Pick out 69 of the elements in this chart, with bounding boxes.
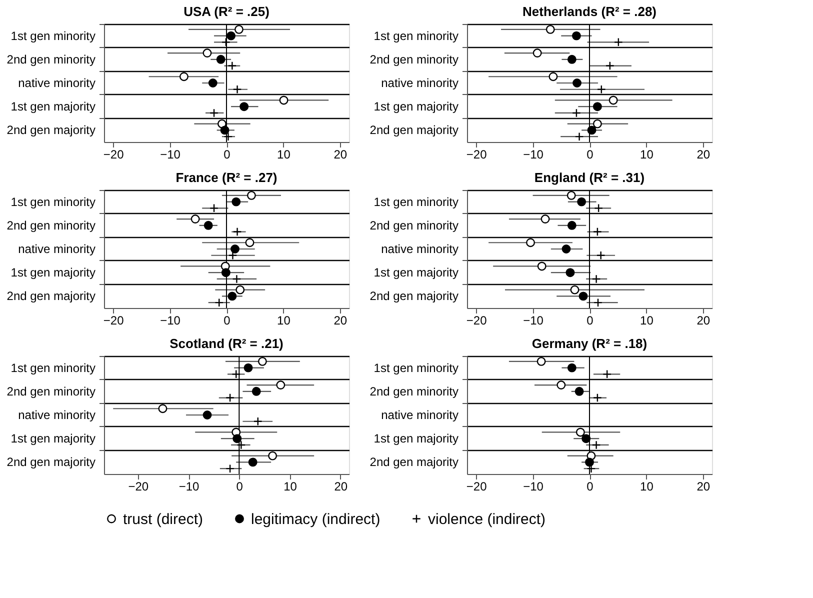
x-tick-label: −20 — [103, 314, 124, 328]
y-tick-label: 1st gen majority — [10, 100, 96, 114]
y-tick-label: 1st gen minority — [374, 194, 458, 209]
y-tick-label: 1st gen minority — [10, 28, 96, 43]
x-tick-label: −10 — [178, 480, 200, 494]
x-tick-label: −10 — [160, 314, 181, 328]
x-tick-label: 20 — [696, 314, 710, 328]
chart-title: England (R² = .31) — [534, 170, 645, 186]
chart-title: Germany (R² = .18) — [532, 336, 648, 352]
y-tick-label: 1st gen majority — [374, 432, 458, 446]
x-tick-label: 10 — [640, 480, 654, 494]
y-tick-label: 2nd gen majority — [6, 289, 96, 304]
y-tick-label: 2nd gen majority — [370, 455, 458, 470]
y-tick-label: 2nd gen minority — [6, 218, 96, 232]
x-tick-label: −20 — [466, 314, 488, 328]
y-tick-label: 2nd gen minority — [6, 52, 96, 66]
y-tick-label: 1st gen minority — [374, 360, 458, 375]
x-tick-label: −10 — [523, 314, 544, 328]
legend-label: trust (direct) — [123, 510, 204, 528]
x-tick-label: 0 — [586, 148, 594, 162]
x-tick-label: −20 — [466, 148, 488, 162]
y-tick-label: 1st gen majority — [374, 266, 458, 280]
chart-title: Netherlands (R² = .28) — [522, 4, 657, 20]
y-tick-label: native minority — [18, 76, 96, 90]
y-tick-label: 2nd gen minority — [370, 218, 458, 232]
x-tick-label: 10 — [277, 314, 291, 328]
x-tick-label: −20 — [103, 148, 124, 162]
chart-title: France (R² = .27) — [176, 170, 278, 186]
y-tick-label: native minority — [381, 76, 458, 90]
y-tick-label: 1st gen minority — [10, 194, 96, 209]
x-tick-label: 20 — [334, 148, 348, 162]
y-tick-label: 2nd gen majority — [370, 123, 458, 138]
y-tick-label: native minority — [381, 408, 458, 422]
x-tick-label: 0 — [224, 148, 231, 162]
x-tick-label: 10 — [284, 480, 298, 494]
x-tick-label: −10 — [523, 148, 544, 162]
y-tick-label: 2nd gen majority — [6, 123, 96, 138]
x-tick-label: 20 — [334, 480, 348, 494]
y-tick-label: 2nd gen minority — [6, 384, 96, 398]
x-tick-label: 0 — [224, 314, 231, 328]
y-tick-label: 1st gen majority — [10, 266, 96, 280]
y-tick-label: 1st gen majority — [10, 432, 96, 446]
x-tick-label: −10 — [523, 480, 544, 494]
y-tick-label: 1st gen minority — [10, 360, 96, 375]
x-tick-label: 0 — [586, 480, 594, 494]
y-tick-label: 1st gen minority — [374, 28, 458, 43]
x-tick-label: 0 — [236, 480, 244, 494]
y-tick-label: 2nd gen majority — [370, 289, 458, 304]
x-tick-label: 10 — [640, 148, 654, 162]
x-tick-label: −10 — [160, 148, 181, 162]
chart-title: Scotland (R² = .21) — [170, 336, 284, 352]
y-tick-label: native minority — [381, 242, 458, 256]
y-tick-label: native minority — [18, 408, 96, 422]
x-tick-label: 20 — [334, 314, 348, 328]
x-tick-label: −20 — [128, 480, 149, 494]
y-tick-label: 2nd gen minority — [370, 384, 458, 398]
chart-title: USA (R² = .25) — [184, 4, 270, 20]
y-tick-label: native minority — [18, 242, 96, 256]
x-tick-label: −20 — [466, 480, 488, 494]
x-tick-label: 10 — [640, 314, 654, 328]
y-tick-label: 1st gen majority — [374, 100, 458, 114]
y-tick-label: 2nd gen majority — [6, 455, 96, 470]
x-tick-label: 20 — [696, 480, 710, 494]
legend-label: violence (indirect) — [428, 510, 546, 528]
x-tick-label: 0 — [586, 314, 594, 328]
x-tick-label: 20 — [696, 148, 710, 162]
x-tick-label: 10 — [277, 148, 291, 162]
y-tick-label: 2nd gen minority — [370, 52, 458, 66]
legend-label: legitimacy (indirect) — [251, 510, 380, 528]
